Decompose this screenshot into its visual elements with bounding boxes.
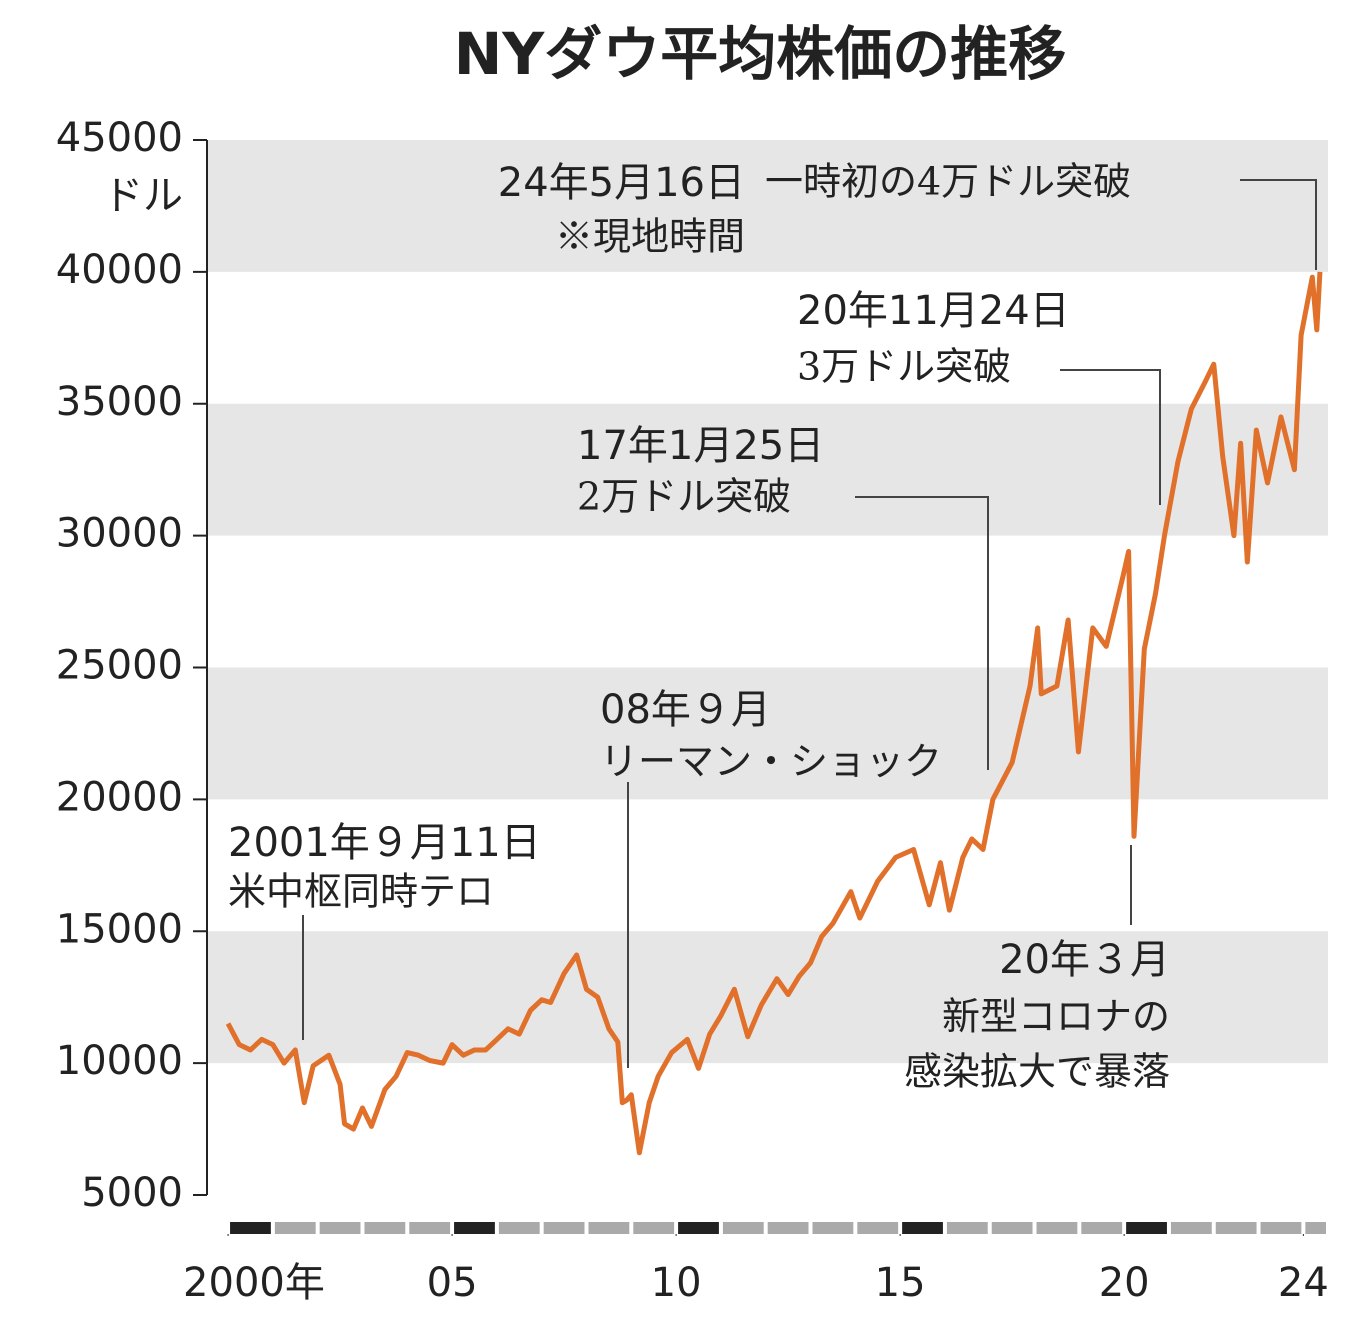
band bbox=[207, 140, 1328, 272]
y-tick-label: 35000 bbox=[56, 379, 183, 425]
annotation: 3万ドル突破 bbox=[797, 345, 1011, 389]
year-bar bbox=[230, 1222, 271, 1234]
x-tick-label: 15 bbox=[875, 1260, 926, 1306]
leader-line bbox=[855, 496, 989, 770]
x-tick-label: 20 bbox=[1099, 1260, 1150, 1306]
year-bar bbox=[274, 1222, 316, 1234]
x-tick-label: 05 bbox=[427, 1260, 478, 1306]
year-bar bbox=[678, 1222, 719, 1234]
y-tick-label: 15000 bbox=[56, 906, 183, 952]
chart-title: NYダウ平均株価の推移 bbox=[454, 20, 1067, 88]
year-bar bbox=[902, 1222, 943, 1234]
year-bar bbox=[1036, 1222, 1078, 1234]
annotation: 17年1月25日 bbox=[577, 423, 824, 469]
y-tick-label: 30000 bbox=[56, 511, 183, 557]
annotation: 24年5月16日 bbox=[498, 160, 745, 206]
x-tick-label: 10 bbox=[651, 1260, 702, 1306]
year-bar bbox=[1081, 1222, 1123, 1234]
annotation: 08年９月 bbox=[600, 687, 771, 733]
annotation: 米中枢同時テロ bbox=[228, 870, 494, 914]
y-unit: ドル bbox=[103, 173, 183, 219]
annotation: 感染拡大で暴落 bbox=[904, 1050, 1170, 1094]
x-tick-label: 24 bbox=[1278, 1260, 1329, 1306]
year-bar bbox=[409, 1222, 451, 1234]
year-bar bbox=[543, 1222, 585, 1234]
year-bar bbox=[364, 1222, 406, 1234]
annotation: 一時初の4万ドル突破 bbox=[765, 160, 1131, 204]
annotation: ※現地時間 bbox=[555, 215, 745, 259]
year-bar bbox=[857, 1222, 899, 1234]
year-bar bbox=[1215, 1222, 1257, 1234]
year-bar bbox=[722, 1222, 764, 1234]
y-tick-label: 40000 bbox=[56, 247, 183, 293]
y-tick-label: 20000 bbox=[56, 774, 183, 820]
data-line bbox=[225, 271, 1323, 1156]
year-bar bbox=[767, 1222, 809, 1234]
y-tick-label: 10000 bbox=[56, 1038, 183, 1084]
band bbox=[207, 403, 1328, 536]
leader-line bbox=[1240, 179, 1317, 270]
annotation: 20年11月24日 bbox=[797, 288, 1070, 334]
x-tick-label: 2000年 bbox=[183, 1260, 325, 1306]
year-bar bbox=[946, 1222, 988, 1234]
leader-line bbox=[1060, 369, 1161, 505]
year-bar bbox=[1305, 1222, 1326, 1234]
annotation: 2001年９月11日 bbox=[228, 820, 541, 866]
y-tick-label: 5000 bbox=[81, 1170, 183, 1216]
annotation: 2万ドル突破 bbox=[577, 475, 791, 519]
year-bar bbox=[991, 1222, 1033, 1234]
year-bar bbox=[454, 1222, 495, 1234]
annotation: 新型コロナの bbox=[942, 995, 1170, 1039]
year-bar bbox=[1260, 1222, 1302, 1234]
year-bar bbox=[1126, 1222, 1167, 1234]
year-bar bbox=[1170, 1222, 1212, 1234]
annotation: 20年３月 bbox=[999, 937, 1170, 983]
y-tick-label: 25000 bbox=[56, 643, 183, 689]
year-bar bbox=[633, 1222, 675, 1234]
year-bar bbox=[319, 1222, 361, 1234]
year-bar bbox=[498, 1222, 540, 1234]
y-tick-label: 45000 bbox=[56, 115, 183, 161]
year-bar bbox=[588, 1222, 630, 1234]
year-bar bbox=[812, 1222, 854, 1234]
annotation: リーマン・ショック bbox=[600, 740, 942, 784]
